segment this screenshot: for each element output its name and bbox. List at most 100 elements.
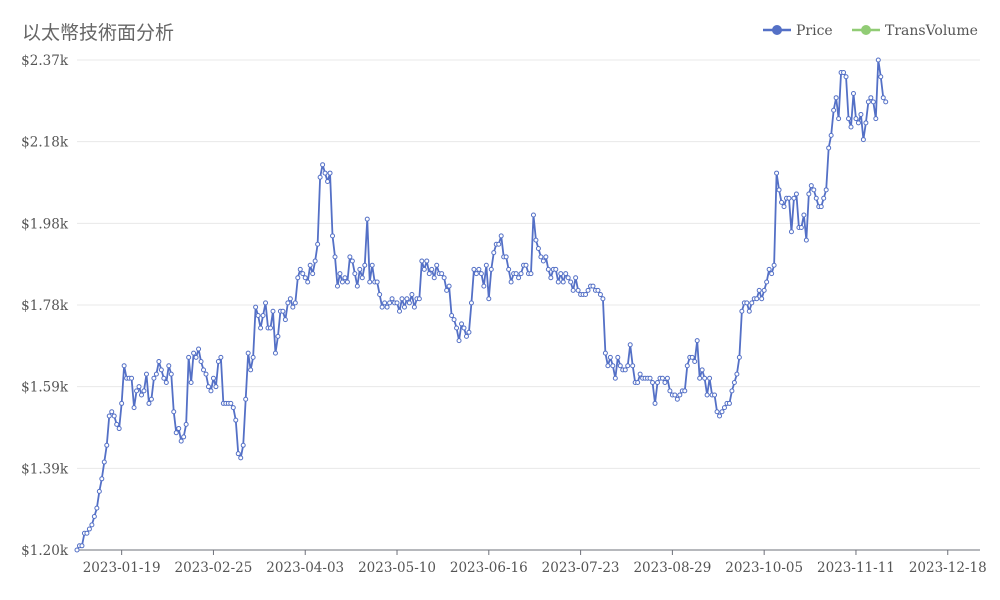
- price-point[interactable]: [429, 266, 435, 272]
- price-point[interactable]: [409, 292, 415, 298]
- price-point[interactable]: [196, 346, 202, 352]
- price-point[interactable]: [116, 426, 122, 432]
- price-point[interactable]: [615, 354, 621, 360]
- price-point[interactable]: [553, 266, 559, 272]
- price-point[interactable]: [595, 287, 601, 293]
- price-point[interactable]: [788, 229, 794, 235]
- price-point[interactable]: [332, 254, 338, 260]
- price-point[interactable]: [853, 116, 859, 122]
- price-point[interactable]: [439, 271, 445, 277]
- price-point[interactable]: [240, 442, 246, 448]
- price-point[interactable]: [406, 300, 412, 306]
- price-point[interactable]: [721, 405, 727, 411]
- price-point[interactable]: [746, 308, 752, 314]
- price-point[interactable]: [463, 333, 469, 339]
- price-point[interactable]: [153, 371, 159, 377]
- price-point[interactable]: [828, 132, 834, 138]
- price-point[interactable]: [84, 530, 90, 536]
- price-point[interactable]: [858, 111, 864, 117]
- price-point[interactable]: [600, 296, 606, 302]
- price-point[interactable]: [786, 195, 792, 201]
- price-point[interactable]: [585, 287, 591, 293]
- price-point[interactable]: [337, 271, 343, 277]
- price-point[interactable]: [806, 191, 812, 197]
- price-point[interactable]: [754, 296, 760, 302]
- price-point[interactable]: [813, 195, 819, 201]
- price-point[interactable]: [91, 514, 97, 519]
- price-point[interactable]: [766, 266, 772, 272]
- price-point[interactable]: [848, 124, 854, 130]
- price-point[interactable]: [198, 359, 204, 365]
- price-point[interactable]: [156, 359, 162, 365]
- price-point[interactable]: [850, 91, 856, 96]
- price-point[interactable]: [230, 405, 236, 411]
- price-point[interactable]: [411, 304, 417, 310]
- price-point[interactable]: [188, 379, 194, 385]
- price-point[interactable]: [404, 296, 410, 302]
- price-point[interactable]: [736, 354, 742, 360]
- price-point[interactable]: [134, 388, 140, 394]
- price-point[interactable]: [731, 379, 737, 385]
- price-point[interactable]: [756, 287, 762, 293]
- price-point[interactable]: [163, 379, 169, 385]
- price-point[interactable]: [627, 342, 633, 348]
- price-point[interactable]: [419, 258, 425, 264]
- price-point[interactable]: [106, 413, 112, 419]
- price-point[interactable]: [421, 266, 427, 272]
- price-point[interactable]: [466, 329, 472, 335]
- price-point[interactable]: [295, 275, 301, 281]
- price-point[interactable]: [868, 95, 874, 101]
- price-point[interactable]: [575, 287, 581, 293]
- price-point[interactable]: [431, 275, 437, 281]
- price-point[interactable]: [764, 279, 770, 285]
- price-point[interactable]: [823, 187, 829, 193]
- price-point[interactable]: [682, 388, 688, 394]
- price-point[interactable]: [538, 254, 544, 260]
- price-point[interactable]: [397, 308, 402, 314]
- price-point[interactable]: [193, 354, 199, 360]
- price-point[interactable]: [131, 405, 137, 411]
- price-point[interactable]: [260, 312, 266, 318]
- price-point[interactable]: [590, 283, 596, 289]
- price-point[interactable]: [270, 308, 276, 314]
- price-point[interactable]: [855, 120, 861, 126]
- price-point[interactable]: [369, 262, 375, 268]
- price-point[interactable]: [290, 304, 296, 310]
- price-point[interactable]: [79, 543, 85, 549]
- price-point[interactable]: [354, 283, 360, 289]
- price-point[interactable]: [136, 384, 142, 390]
- price-point[interactable]: [761, 287, 767, 293]
- price-point[interactable]: [121, 363, 127, 369]
- price-point[interactable]: [143, 371, 149, 377]
- price-point[interactable]: [359, 275, 365, 281]
- price-point[interactable]: [734, 371, 740, 377]
- price-point[interactable]: [726, 400, 732, 406]
- price-point[interactable]: [744, 300, 750, 306]
- price-point[interactable]: [560, 279, 566, 285]
- price-point[interactable]: [843, 74, 849, 80]
- price-point[interactable]: [305, 279, 311, 285]
- price-point[interactable]: [228, 400, 234, 406]
- price-point[interactable]: [362, 262, 368, 268]
- price-point[interactable]: [168, 371, 174, 377]
- price-point[interactable]: [818, 204, 824, 210]
- price-point[interactable]: [563, 271, 569, 277]
- price-point[interactable]: [74, 547, 80, 553]
- price-point[interactable]: [558, 271, 564, 277]
- price-point[interactable]: [714, 409, 720, 415]
- price-point[interactable]: [808, 183, 814, 189]
- price-point[interactable]: [533, 237, 539, 243]
- price-point[interactable]: [769, 271, 775, 277]
- price-point[interactable]: [282, 317, 288, 323]
- price-point[interactable]: [516, 275, 522, 281]
- price-point[interactable]: [235, 451, 241, 457]
- price-point[interactable]: [617, 363, 623, 369]
- price-point[interactable]: [652, 400, 658, 406]
- price-point[interactable]: [203, 371, 209, 377]
- price-point[interactable]: [568, 279, 574, 285]
- price-point[interactable]: [151, 375, 157, 381]
- price-point[interactable]: [352, 271, 358, 277]
- price-point[interactable]: [461, 325, 467, 331]
- price-point[interactable]: [573, 275, 579, 281]
- price-point[interactable]: [173, 430, 179, 436]
